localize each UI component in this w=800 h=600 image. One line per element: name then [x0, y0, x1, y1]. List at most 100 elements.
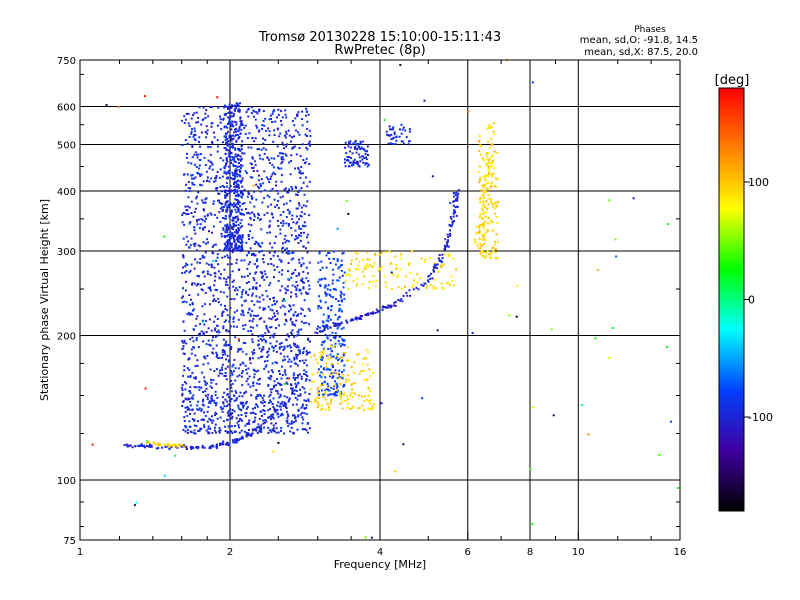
- data-point: [228, 187, 231, 190]
- data-point: [280, 152, 283, 155]
- data-point: [280, 273, 283, 276]
- data-point: [336, 323, 339, 326]
- data-point: [284, 373, 287, 376]
- data-point: [237, 147, 240, 150]
- data-point: [242, 310, 244, 313]
- data-point: [395, 136, 398, 139]
- data-point: [396, 267, 398, 270]
- data-point: [230, 115, 232, 118]
- data-point: [389, 142, 392, 145]
- data-point: [222, 401, 225, 404]
- data-point: [327, 394, 330, 397]
- data-point: [482, 250, 484, 253]
- data-point: [329, 374, 332, 376]
- data-point: [306, 120, 309, 123]
- data-point: [258, 318, 261, 321]
- data-point: [455, 191, 458, 194]
- data-point: [195, 317, 198, 320]
- data-point: [301, 308, 304, 311]
- data-point: [281, 224, 284, 227]
- data-point: [480, 189, 483, 192]
- data-point: [276, 255, 279, 258]
- data-point: [185, 262, 188, 265]
- data-point: [203, 446, 206, 449]
- data-point: [183, 420, 186, 422]
- data-point: [224, 342, 227, 345]
- data-point: [145, 444, 148, 447]
- data-point: [204, 383, 207, 386]
- data-point: [234, 217, 237, 220]
- data-point: [187, 187, 190, 190]
- data-point: [296, 113, 299, 116]
- data-point: [316, 388, 319, 391]
- data-point: [230, 213, 232, 216]
- data-point: [286, 285, 289, 288]
- data-point: [302, 287, 305, 290]
- data-point: [219, 220, 222, 223]
- data-point: [237, 318, 240, 321]
- data-point: [264, 419, 267, 421]
- data-point: [229, 234, 232, 236]
- data-point: [235, 211, 238, 214]
- data-point: [214, 179, 217, 182]
- data-point: [183, 445, 186, 448]
- data-point: [273, 134, 276, 136]
- data-point: [187, 397, 190, 400]
- data-point: [186, 414, 189, 417]
- data-point: [356, 162, 359, 165]
- data-point: [322, 321, 325, 324]
- data-point: [208, 318, 211, 321]
- data-point: [212, 419, 215, 422]
- data-point: [340, 392, 343, 395]
- data-point: [195, 166, 198, 169]
- data-point: [236, 293, 238, 296]
- data-point: [353, 382, 356, 385]
- data-point: [216, 324, 219, 327]
- data-point: [194, 242, 197, 245]
- data-point: [308, 129, 311, 132]
- data-point: [298, 202, 300, 205]
- data-point: [194, 258, 197, 261]
- data-point: [355, 284, 358, 287]
- data-point: [231, 365, 234, 368]
- data-point: [200, 409, 203, 412]
- data-point: [226, 365, 229, 368]
- data-point: [375, 279, 378, 282]
- data-point: [271, 403, 274, 406]
- x-tick-label: 8: [527, 547, 533, 558]
- data-point: [223, 186, 226, 188]
- data-point: [157, 444, 160, 447]
- data-point: [394, 300, 397, 303]
- data-point: [310, 356, 312, 359]
- data-point: [256, 266, 258, 269]
- data-point: [246, 254, 248, 257]
- data-point: [257, 344, 259, 347]
- data-point: [234, 441, 237, 444]
- data-point: [408, 130, 411, 133]
- data-point: [417, 288, 420, 291]
- data-point: [235, 247, 238, 250]
- data-point: [278, 370, 281, 372]
- data-point: [253, 140, 256, 143]
- data-point: [229, 374, 232, 377]
- data-point: [247, 263, 250, 266]
- data-point: [258, 393, 261, 396]
- data-point: [258, 244, 261, 247]
- data-point: [358, 394, 360, 397]
- data-point: [286, 345, 289, 348]
- data-point: [188, 358, 191, 360]
- data-point: [231, 144, 234, 147]
- data-point: [233, 105, 236, 108]
- data-point: [196, 202, 199, 205]
- data-point: [392, 273, 395, 276]
- data-point: [277, 441, 280, 444]
- data-point: [263, 189, 266, 192]
- data-point: [206, 396, 209, 399]
- data-point: [251, 157, 254, 160]
- data-point: [281, 400, 284, 403]
- data-point: [444, 248, 447, 251]
- data-point: [367, 154, 369, 156]
- data-point: [327, 386, 330, 389]
- data-point: [257, 339, 260, 342]
- data-point: [224, 443, 227, 446]
